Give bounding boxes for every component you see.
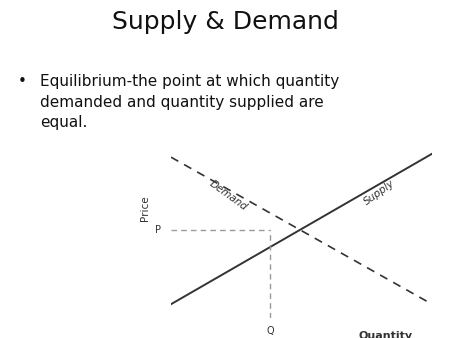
Text: Supply & Demand: Supply & Demand	[112, 10, 338, 34]
Text: Demand: Demand	[207, 179, 249, 213]
Text: Quantity: Quantity	[359, 331, 413, 338]
Text: Equilibrium-the point at which quantity
demanded and quantity supplied are
equal: Equilibrium-the point at which quantity …	[40, 74, 340, 130]
Text: Q: Q	[266, 326, 274, 336]
Text: Price: Price	[140, 195, 150, 221]
Text: Supply: Supply	[363, 178, 397, 207]
Text: •: •	[18, 74, 27, 89]
Text: P: P	[155, 225, 161, 235]
